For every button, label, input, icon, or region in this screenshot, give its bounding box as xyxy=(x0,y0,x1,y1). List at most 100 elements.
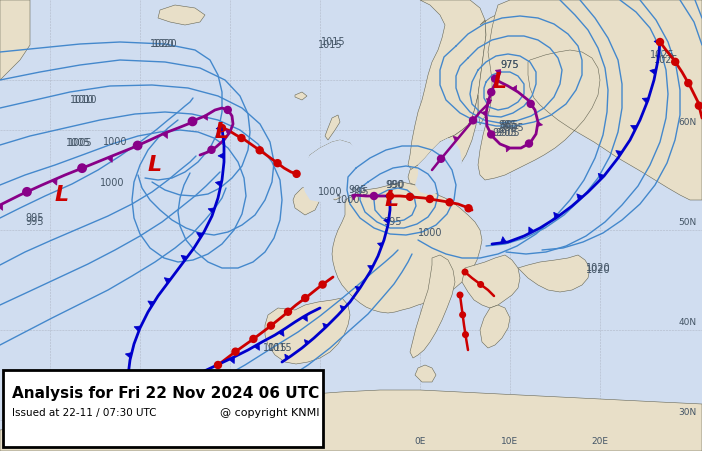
Text: 30N: 30N xyxy=(679,408,697,417)
Polygon shape xyxy=(278,330,284,336)
Text: 995: 995 xyxy=(26,217,44,227)
Polygon shape xyxy=(0,390,702,451)
Text: 1010: 1010 xyxy=(69,95,94,105)
Polygon shape xyxy=(480,305,510,348)
Polygon shape xyxy=(496,69,501,74)
Text: @ copyright KNMI: @ copyright KNMI xyxy=(220,408,319,418)
Polygon shape xyxy=(430,95,478,185)
Circle shape xyxy=(465,205,472,212)
Polygon shape xyxy=(352,195,357,200)
Text: 1020: 1020 xyxy=(585,263,610,273)
Text: L: L xyxy=(55,185,69,205)
Polygon shape xyxy=(225,130,231,135)
Text: 1005: 1005 xyxy=(66,138,91,148)
Text: 0E: 0E xyxy=(414,437,425,446)
Text: 990: 990 xyxy=(387,180,405,190)
Polygon shape xyxy=(529,227,534,234)
Polygon shape xyxy=(203,115,208,120)
Polygon shape xyxy=(415,138,462,195)
Text: L: L xyxy=(493,72,507,92)
Text: Analysis for Fri 22 Nov 2024 06 UTC: Analysis for Fri 22 Nov 2024 06 UTC xyxy=(12,386,319,401)
Polygon shape xyxy=(152,392,158,399)
Polygon shape xyxy=(254,344,260,350)
Polygon shape xyxy=(577,194,583,200)
Polygon shape xyxy=(197,233,203,238)
Polygon shape xyxy=(501,237,506,243)
Text: 1000: 1000 xyxy=(100,178,124,188)
Circle shape xyxy=(462,269,468,275)
Text: 1020: 1020 xyxy=(150,39,174,49)
Polygon shape xyxy=(285,354,290,360)
Polygon shape xyxy=(650,69,656,74)
Polygon shape xyxy=(218,153,224,159)
Circle shape xyxy=(463,332,468,337)
Polygon shape xyxy=(162,132,168,138)
Polygon shape xyxy=(295,92,307,100)
Polygon shape xyxy=(481,111,486,116)
Circle shape xyxy=(491,75,498,82)
Polygon shape xyxy=(642,98,649,103)
Text: 990: 990 xyxy=(386,180,404,190)
Circle shape xyxy=(215,362,222,368)
Polygon shape xyxy=(332,182,482,313)
Polygon shape xyxy=(178,380,184,387)
Polygon shape xyxy=(410,185,428,202)
Circle shape xyxy=(293,170,300,177)
Polygon shape xyxy=(408,0,486,170)
Text: 995: 995 xyxy=(351,187,369,197)
Circle shape xyxy=(256,147,263,154)
Circle shape xyxy=(22,188,31,196)
Text: 985: 985 xyxy=(501,120,519,130)
Circle shape xyxy=(406,193,413,200)
Polygon shape xyxy=(229,357,234,364)
Polygon shape xyxy=(122,380,128,386)
Text: 975: 975 xyxy=(501,60,519,70)
Circle shape xyxy=(302,295,309,302)
Text: 1000: 1000 xyxy=(102,137,127,147)
Polygon shape xyxy=(512,85,517,91)
Circle shape xyxy=(446,199,453,206)
Text: Issued at 22-11 / 07:30 UTC: Issued at 22-11 / 07:30 UTC xyxy=(12,408,157,418)
Circle shape xyxy=(387,193,394,199)
Polygon shape xyxy=(325,115,340,140)
Polygon shape xyxy=(537,122,543,127)
Circle shape xyxy=(250,336,257,342)
Circle shape xyxy=(224,106,231,113)
Text: 1005: 1005 xyxy=(67,138,92,148)
Text: 1015: 1015 xyxy=(263,343,287,353)
Circle shape xyxy=(526,140,533,147)
Polygon shape xyxy=(518,255,590,292)
Circle shape xyxy=(488,131,495,138)
Text: 995: 995 xyxy=(384,217,402,227)
Text: 9905: 9905 xyxy=(493,128,517,138)
Circle shape xyxy=(78,164,86,172)
Circle shape xyxy=(284,308,291,315)
Text: 1025: 1025 xyxy=(654,55,678,65)
Text: 20E: 20E xyxy=(592,437,609,446)
Polygon shape xyxy=(126,353,132,358)
Polygon shape xyxy=(148,301,154,307)
Circle shape xyxy=(188,117,197,126)
Text: 9905: 9905 xyxy=(496,128,520,138)
Polygon shape xyxy=(216,181,222,187)
Polygon shape xyxy=(616,151,623,156)
Polygon shape xyxy=(164,278,171,284)
Polygon shape xyxy=(368,266,373,270)
Text: 40N: 40N xyxy=(679,318,697,327)
Polygon shape xyxy=(598,173,604,180)
Polygon shape xyxy=(181,255,187,261)
Polygon shape xyxy=(293,185,320,215)
Circle shape xyxy=(460,312,465,318)
Circle shape xyxy=(527,101,534,107)
Polygon shape xyxy=(408,165,422,185)
Text: 1010: 1010 xyxy=(73,95,98,105)
Circle shape xyxy=(426,195,433,202)
Polygon shape xyxy=(385,193,390,198)
Circle shape xyxy=(696,102,702,109)
Text: 975: 975 xyxy=(501,60,519,70)
Polygon shape xyxy=(506,147,510,152)
Polygon shape xyxy=(410,255,455,358)
Text: L: L xyxy=(215,122,229,142)
Text: 1020: 1020 xyxy=(585,265,610,275)
Circle shape xyxy=(319,281,326,288)
